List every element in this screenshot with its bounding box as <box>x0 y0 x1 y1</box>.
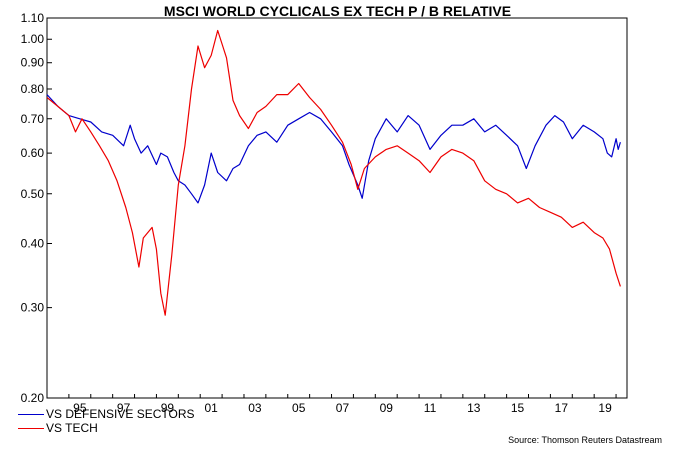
y-tick-label: 1.10 <box>21 11 45 25</box>
x-tick-label: 11 <box>424 401 437 415</box>
series-line-defensive <box>46 94 621 204</box>
series-line-tech <box>46 29 621 316</box>
plot-frame <box>46 17 628 399</box>
legend-swatch-tech <box>18 428 44 430</box>
y-axis: 0.20 0.30 0.40 0.50 0.60 0.70 0.80 0.90 1.00 1.10 <box>21 11 52 405</box>
y-tick-label: 0.20 <box>21 391 45 405</box>
x-tick-label: 05 <box>292 401 306 415</box>
legend-item-defensive: VS DEFENSIVE SECTORS <box>18 407 194 421</box>
x-tick-label: 03 <box>248 401 262 415</box>
chart-title: MSCI WORLD CYCLICALS EX TECH P / B RELAT… <box>163 3 512 19</box>
x-tick-label: 01 <box>204 401 218 415</box>
y-tick-label: 0.90 <box>21 56 45 70</box>
x-tick-label: 19 <box>598 401 612 415</box>
x-tick-label: 13 <box>467 401 481 415</box>
series-layer <box>46 29 621 316</box>
x-tick-label: 97 <box>117 401 131 415</box>
legend-label-tech: VS TECH <box>46 421 98 435</box>
x-tick-label: 15 <box>511 401 525 415</box>
y-tick-label: 0.80 <box>21 82 45 96</box>
x-tick-label: 95 <box>73 401 87 415</box>
y-tick-label: 0.60 <box>21 146 45 160</box>
legend-item-tech: VS TECH <box>18 421 98 435</box>
x-tick-label: 09 <box>380 401 394 415</box>
y-tick-label: 0.70 <box>21 112 45 126</box>
x-tick-label: 17 <box>555 401 569 415</box>
y-tick-label: 1.00 <box>21 32 45 46</box>
legend-swatch-defensive <box>18 414 44 416</box>
legend-label-defensive: VS DEFENSIVE SECTORS <box>46 407 195 421</box>
y-tick-label: 0.30 <box>21 301 45 315</box>
x-axis: 95 97 99 01 03 05 07 09 11 13 15 17 19 <box>46 394 617 415</box>
y-tick-label: 0.50 <box>21 187 45 201</box>
x-tick-label: 99 <box>161 401 175 415</box>
y-tick-label: 0.40 <box>21 236 45 250</box>
source-note: Source: Thomson Reuters Datastream <box>508 435 662 445</box>
x-tick-label: 07 <box>336 401 350 415</box>
